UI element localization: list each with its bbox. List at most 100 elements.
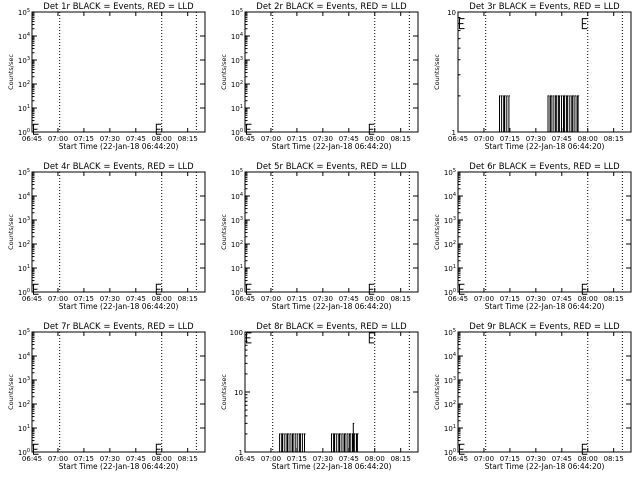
e-marker <box>155 283 162 295</box>
e-marker <box>368 123 375 135</box>
y-axis-label: Counts/sec <box>433 54 441 90</box>
plot-frame <box>31 11 206 133</box>
y-tick-label: 101 <box>444 264 456 273</box>
y-tick-label: 105 <box>18 8 30 17</box>
y-tick-label: 102 <box>444 400 456 409</box>
y-tick-label: 101 <box>444 424 456 433</box>
e-marker <box>368 283 375 295</box>
y-tick-label: 100 <box>18 288 30 297</box>
plot-title: Det 4r BLACK = Events, RED = LLD <box>43 162 194 172</box>
plot-title: Det 7r BLACK = Events, RED = LLD <box>43 322 194 332</box>
plot-title: Det 2r BLACK = Events, RED = LLD <box>256 2 407 12</box>
plot-frame <box>244 11 419 133</box>
plot-title: Det 8r BLACK = Events, RED = LLD <box>256 322 407 332</box>
detector-plot-4: Det 4r BLACK = Events, RED = LLD 06:45 07:… <box>7 162 206 311</box>
e-marker <box>246 123 252 135</box>
y-tick-label: 103 <box>231 56 243 65</box>
y-tick-label: 105 <box>231 8 243 17</box>
x-tick-label: 06:45 <box>22 295 42 303</box>
x-tick-label: 07:45 <box>552 455 572 463</box>
e-marker <box>33 123 39 135</box>
plot-title: Det 5r BLACK = Events, RED = LLD <box>256 162 407 172</box>
x-tick-label: 07:45 <box>552 295 572 303</box>
x-tick-label: 06:45 <box>448 135 468 143</box>
x-tick-label: 08:00 <box>365 135 385 143</box>
detector-plot-9: Det 9r BLACK = Events, RED = LLD 06:45 07:… <box>433 322 632 471</box>
y-axis-label: Counts/sec <box>7 214 15 250</box>
x-tick-label: 08:15 <box>391 135 411 143</box>
x-tick-label: 07:15 <box>500 295 520 303</box>
y-tick-label: 101 <box>18 104 30 113</box>
x-tick-label: 07:15 <box>500 135 520 143</box>
x-tick-label: 08:00 <box>365 455 385 463</box>
x-tick-label: 07:15 <box>74 135 94 143</box>
x-tick-label: 08:00 <box>365 295 385 303</box>
detector-plot-5: Det 5r BLACK = Events, RED = LLD 06:45 07:… <box>220 162 419 311</box>
y-tick-label: 100 <box>18 128 30 137</box>
detector-plot-2: Det 2r BLACK = Events, RED = LLD 06:45 07:… <box>220 2 419 151</box>
y-tick-label: 103 <box>444 376 456 385</box>
x-tick-label: 07:30 <box>100 135 120 143</box>
e-marker <box>459 443 465 455</box>
x-axis-label: Start Time (22-Jan-18 06:44:20) <box>272 462 392 471</box>
y-tick-label: 103 <box>18 216 30 225</box>
x-tick-label: 07:30 <box>526 455 546 463</box>
x-tick-label: 07:30 <box>526 295 546 303</box>
plot-frame <box>31 331 206 453</box>
x-tick-label: 07:45 <box>126 455 146 463</box>
y-tick-label: 104 <box>444 352 456 361</box>
x-tick-label: 07:30 <box>100 455 120 463</box>
x-tick-label: 07:00 <box>261 295 281 303</box>
x-tick-label: 07:45 <box>126 135 146 143</box>
x-tick-label: 06:45 <box>235 135 255 143</box>
x-tick-label: 07:00 <box>48 135 68 143</box>
plot-title: Det 3r BLACK = Events, RED = LLD <box>469 2 620 12</box>
x-tick-label: 07:15 <box>74 295 94 303</box>
x-tick-label: 07:15 <box>74 455 94 463</box>
x-tick-label: 08:00 <box>578 295 598 303</box>
detector-plot-6: Det 6r BLACK = Events, RED = LLD 06:45 07:… <box>433 162 632 311</box>
plot-frame <box>457 11 632 133</box>
x-tick-label: 07:00 <box>48 455 68 463</box>
x-tick-label: 06:45 <box>448 295 468 303</box>
detector-plot-8: Det 8r BLACK = Events, RED = LLD 06:45 07:… <box>220 322 419 471</box>
plot-title: Det 1r BLACK = Events, RED = LLD <box>43 2 194 12</box>
events-series <box>279 422 359 453</box>
x-tick-label: 07:00 <box>474 295 494 303</box>
x-tick-label: 07:30 <box>313 295 333 303</box>
y-tick-label: 101 <box>231 104 243 113</box>
y-tick-label: 105 <box>444 328 456 337</box>
plot-frame <box>244 171 419 293</box>
y-tick-label: 104 <box>18 192 30 201</box>
x-tick-label: 08:15 <box>178 135 198 143</box>
x-tick-label: 08:00 <box>152 455 172 463</box>
y-tick-label: 1 <box>452 129 456 137</box>
e-marker <box>581 443 588 455</box>
y-axis-label: Counts/sec <box>7 54 15 90</box>
y-tick-label: 102 <box>18 400 30 409</box>
x-axis-label: Start Time (22-Jan-18 06:44:20) <box>59 142 179 151</box>
x-tick-label: 07:00 <box>48 295 68 303</box>
x-tick-label: 08:00 <box>152 295 172 303</box>
y-tick-label: 102 <box>18 80 30 89</box>
y-tick-label: 104 <box>231 192 243 201</box>
x-tick-label: 07:00 <box>261 135 281 143</box>
x-tick-label: 08:15 <box>391 295 411 303</box>
x-tick-label: 07:45 <box>552 135 572 143</box>
y-tick-label: 100 <box>231 288 243 297</box>
x-axis-label: Start Time (22-Jan-18 06:44:20) <box>59 462 179 471</box>
y-tick-label: 100 <box>231 128 243 137</box>
y-tick-label: 104 <box>18 352 30 361</box>
y-tick-label: 103 <box>444 216 456 225</box>
x-tick-label: 07:15 <box>287 135 307 143</box>
e-marker <box>459 283 465 295</box>
x-axis-label: Start Time (22-Jan-18 06:44:20) <box>59 302 179 311</box>
y-tick-label: 100 <box>444 288 456 297</box>
detector-plot-1: Det 1r BLACK = Events, RED = LLD 06:45 07:… <box>7 2 206 151</box>
x-axis-label: Start Time (22-Jan-18 06:44:20) <box>485 142 605 151</box>
y-axis-label: Counts/sec <box>433 214 441 250</box>
x-tick-label: 06:45 <box>22 135 42 143</box>
x-tick-label: 07:00 <box>261 455 281 463</box>
y-tick-label: 101 <box>18 424 30 433</box>
y-tick-label: 102 <box>18 240 30 249</box>
